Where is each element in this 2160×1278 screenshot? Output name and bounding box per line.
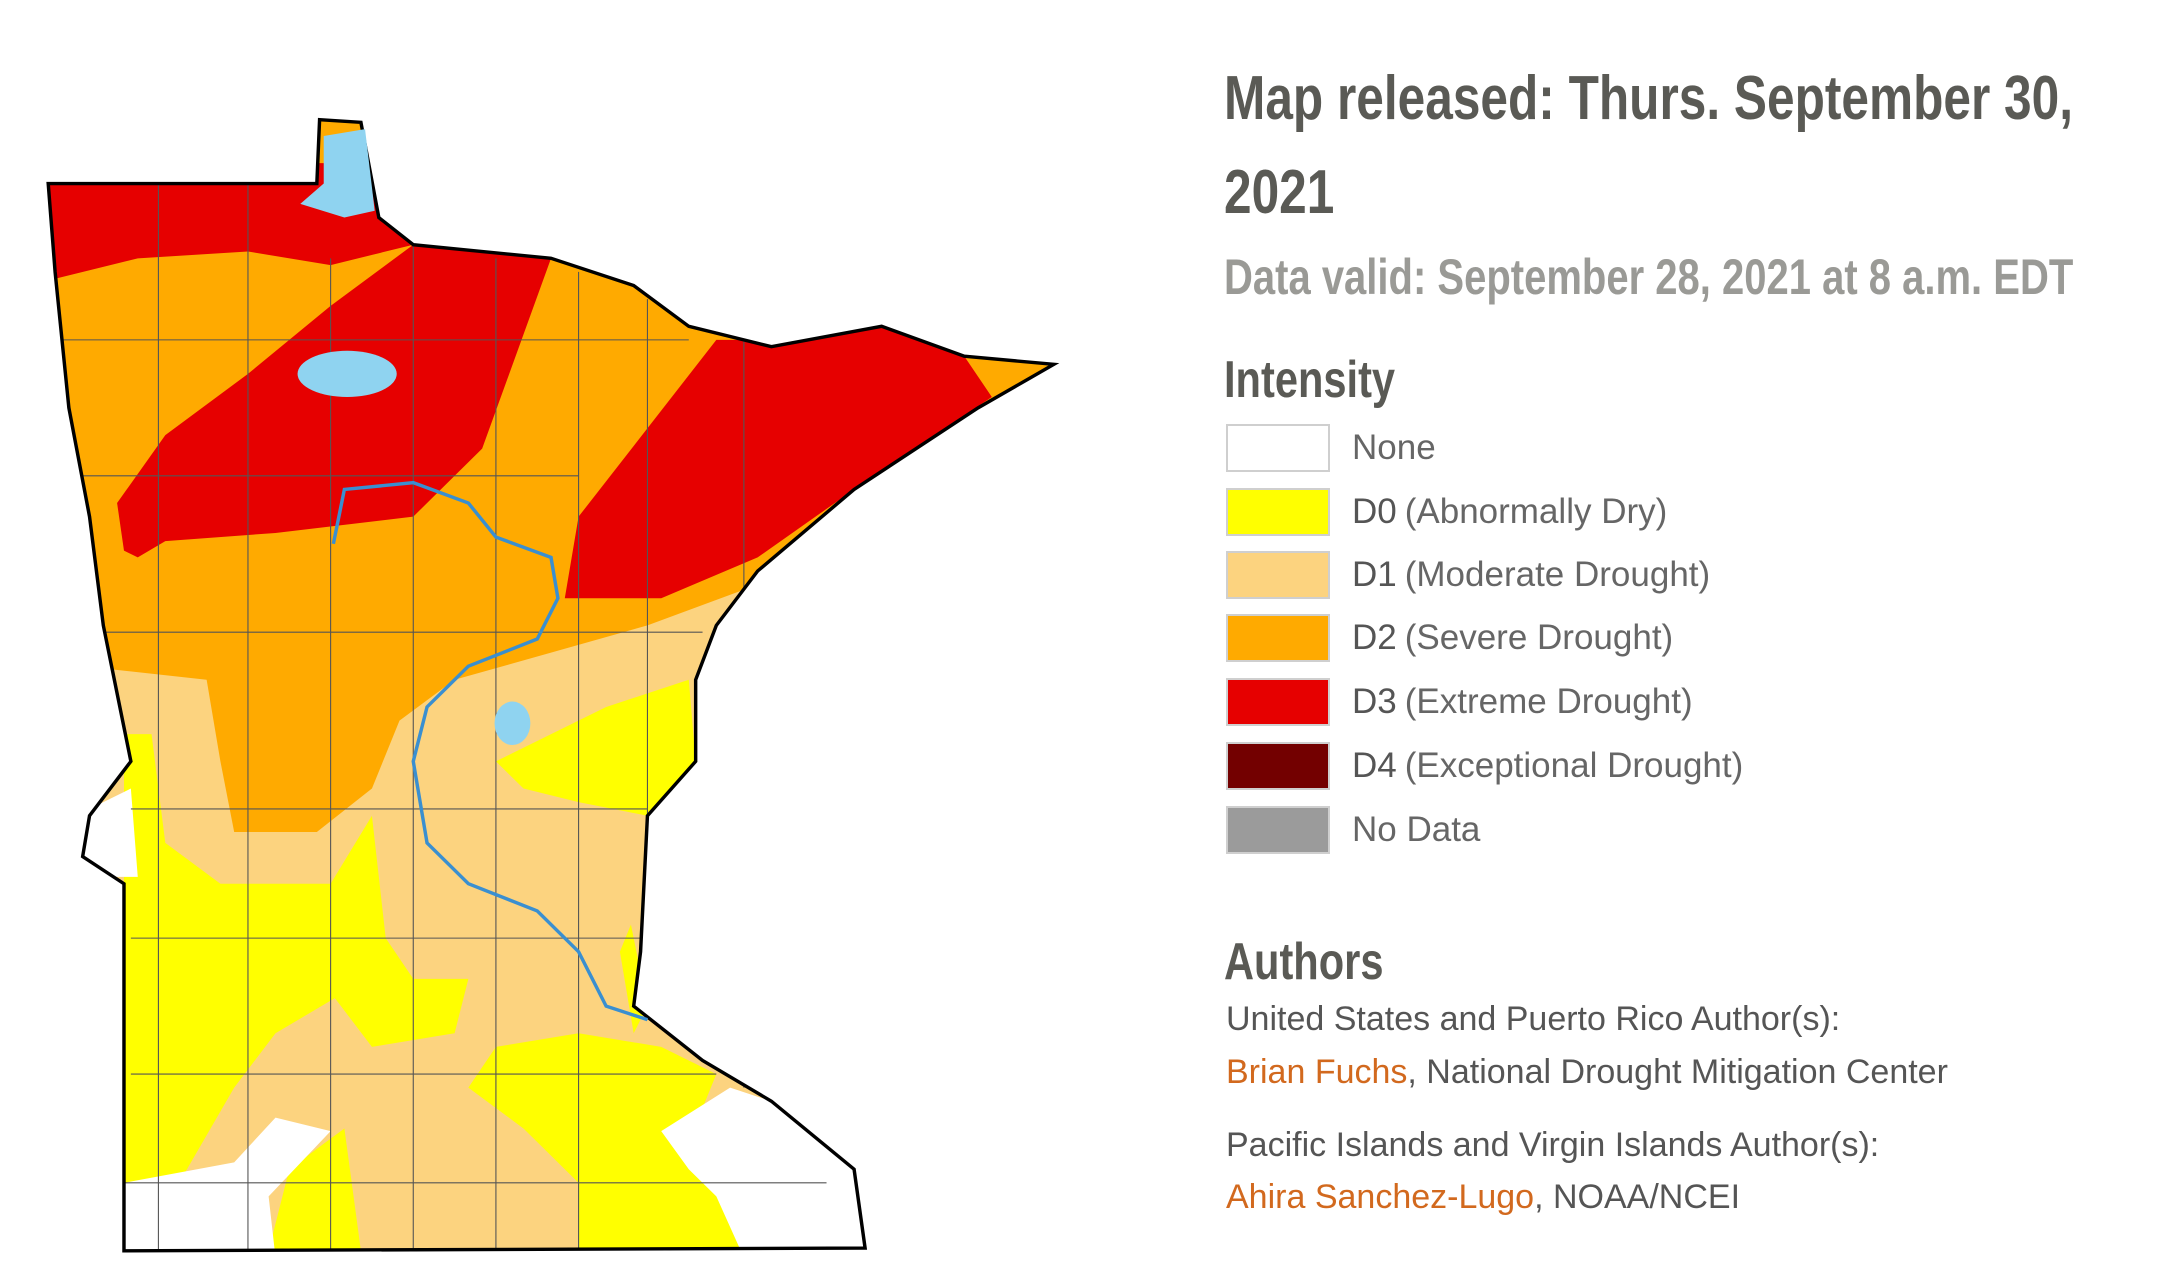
author-affiliation: , National Drought Mitigation Center — [1407, 1053, 1948, 1091]
legend-label: No Data — [1352, 810, 1481, 849]
legend-item: D3 (Extreme Drought) — [1226, 676, 1693, 728]
legend-item: D2 (Severe Drought) — [1226, 612, 1673, 664]
legend-item: D0 (Abnormally Dry) — [1226, 486, 1667, 538]
author-name[interactable]: Brian Fuchs — [1226, 1053, 1408, 1091]
legend-label: (Abnormally Dry) — [1404, 492, 1668, 531]
author-line: Ahira Sanchez-Lugo, NOAA/NCEI — [1226, 1178, 1740, 1217]
legend-item: D1 (Moderate Drought) — [1226, 549, 1710, 601]
drought-map — [46, 117, 1060, 1253]
legend-swatch — [1226, 614, 1330, 662]
legend-code: D1 — [1352, 555, 1397, 594]
legend-item: No Data — [1226, 804, 1480, 856]
legend-swatch — [1226, 742, 1330, 790]
legend-title: Intensity — [1224, 351, 1396, 409]
lakes — [297, 129, 531, 746]
legend-label: (Exceptional Drought) — [1404, 746, 1744, 785]
legend-code: D4 — [1352, 746, 1397, 785]
legend-label: (Extreme Drought) — [1404, 682, 1693, 721]
legend-label: (Severe Drought) — [1404, 618, 1674, 657]
author-affiliation: , NOAA/NCEI — [1534, 1178, 1741, 1216]
author-line: Brian Fuchs, National Drought Mitigation… — [1226, 1053, 1948, 1092]
authors-title: Authors — [1224, 933, 1384, 991]
legend-item: D4 (Exceptional Drought) — [1226, 740, 1743, 792]
author-heading: United States and Puerto Rico Author(s): — [1226, 1000, 1841, 1038]
legend-item: None — [1226, 422, 1436, 474]
legend-label: (Moderate Drought) — [1404, 555, 1711, 594]
legend-swatch — [1226, 488, 1330, 536]
legend-swatch — [1226, 424, 1330, 472]
river — [331, 480, 648, 1022]
data-valid: Data valid: September 28, 2021 at 8 a.m.… — [1224, 249, 2074, 305]
legend-swatch — [1226, 551, 1330, 599]
author-name[interactable]: Ahira Sanchez-Lugo — [1226, 1178, 1535, 1216]
legend-code: D0 — [1352, 492, 1397, 531]
drought-areas — [48, 119, 1054, 1251]
legend-swatch — [1226, 806, 1330, 854]
author-heading: Pacific Islands and Virgin Islands Autho… — [1226, 1126, 1880, 1164]
legend-code: D2 — [1352, 618, 1397, 657]
map-title: Map released: Thurs. September 30, 2021 — [1224, 64, 2074, 227]
legend-label: None — [1352, 428, 1436, 467]
legend-swatch — [1226, 678, 1330, 726]
legend-code: D3 — [1352, 682, 1397, 721]
